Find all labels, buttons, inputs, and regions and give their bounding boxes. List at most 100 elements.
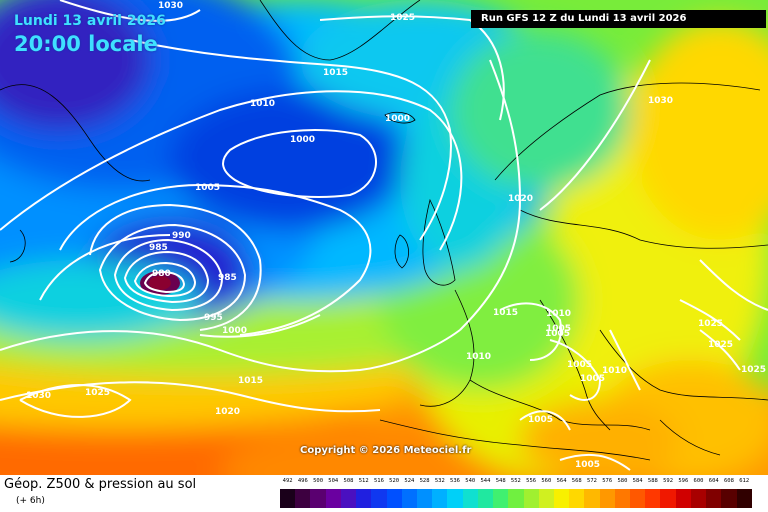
legend-value: 588	[647, 478, 658, 484]
legend-swatch	[630, 489, 646, 508]
legend-swatch	[462, 489, 478, 508]
isobar-label: 1005	[545, 329, 570, 339]
legend-value: 496	[297, 478, 308, 484]
legend-labels: 492 496 500 504 508 512 516 520 524 528 532 536 540 5…	[280, 478, 752, 484]
weather-map: 1030 1025 1015 1010 1000 1000 1005 990 9…	[0, 0, 768, 475]
isobar-labels: 1030 1025 1015 1010 1000 1000 1005 990 9…	[26, 1, 766, 470]
legend-value: 492	[282, 478, 293, 484]
forecast-time: 20:00 locale	[14, 32, 158, 56]
legend-swatch	[584, 489, 600, 508]
isobar-label: 1030	[158, 1, 183, 11]
legend-value: 520	[389, 478, 400, 484]
legend-value: 536	[450, 478, 460, 484]
isobar-label: 1015	[493, 308, 518, 318]
legend-swatch	[553, 489, 570, 508]
legend-swatch	[675, 489, 691, 508]
legend-value: 568	[571, 478, 582, 484]
isobar-label: 1000	[385, 114, 410, 124]
legend-swatch	[690, 489, 707, 508]
legend-swatch	[538, 489, 554, 508]
legend-swatch	[310, 489, 326, 508]
legend-swatch	[416, 489, 433, 508]
legend-value: 508	[343, 478, 354, 484]
isobar-label: 1000	[222, 326, 247, 336]
copyright: Copyright © 2026 Meteociel.fr	[300, 445, 472, 456]
run-info: Run GFS 12 Z du Lundi 13 avril 2026	[471, 10, 766, 28]
legend-value: 576	[602, 478, 613, 484]
low-core	[149, 276, 171, 290]
legend-value: 504	[328, 478, 339, 484]
legend-value: 564	[556, 478, 567, 484]
isobar-label: 1030	[648, 96, 673, 106]
footer: Géop. Z500 & pression au sol (+ 6h) 492 4…	[0, 475, 768, 512]
isobar-label: 1005	[195, 183, 220, 193]
isobar-label: 1025	[698, 319, 723, 329]
legend-swatch	[660, 489, 676, 508]
legend-swatch	[340, 489, 357, 508]
isobar-label: 1020	[508, 194, 533, 204]
color-legend	[280, 489, 752, 508]
legend-value: 604	[708, 478, 719, 484]
legend-value: 600	[693, 478, 704, 484]
legend-swatch	[706, 489, 722, 508]
legend-value: 612	[739, 478, 750, 484]
legend-value: 596	[678, 478, 689, 484]
legend-value: 516	[373, 478, 384, 484]
legend-swatch	[295, 489, 311, 508]
legend-swatch	[508, 489, 524, 508]
isobar-label: 980	[152, 269, 171, 279]
legend-value: 524	[404, 478, 415, 484]
z500-field	[0, 0, 768, 475]
legend-swatch	[386, 489, 402, 508]
legend-value: 584	[632, 478, 643, 484]
isobar-label: 1000	[290, 135, 315, 145]
forecast-step: (+ 6h)	[16, 496, 45, 506]
legend-value: 608	[723, 478, 734, 484]
isobar-label: 1010	[546, 309, 571, 319]
legend-swatch	[280, 489, 296, 508]
isobar-label: 990	[172, 231, 191, 241]
legend-swatch	[432, 489, 448, 508]
isobars	[0, 0, 768, 471]
legend-value: 572	[587, 478, 597, 484]
isobar-label: 1005	[580, 374, 605, 384]
legend-swatch	[401, 489, 417, 508]
legend-value: 500	[313, 478, 324, 484]
legend-value: 556	[526, 478, 537, 484]
legend-swatch	[371, 489, 387, 508]
isobar-label: 1010	[466, 352, 491, 362]
legend-swatch	[447, 489, 463, 508]
legend-swatch	[356, 489, 372, 508]
isobar-label: 1020	[215, 407, 240, 417]
legend-swatch	[569, 489, 585, 508]
isobar-label: 1005	[528, 415, 553, 425]
legend-value: 528	[419, 478, 430, 484]
isobar-label: 995	[204, 313, 223, 323]
forecast-date: Lundi 13 avril 2026	[14, 13, 166, 29]
isobar-label: 1025	[741, 365, 766, 375]
isobar-label: 1015	[238, 376, 263, 386]
legend-value: 560	[541, 478, 552, 484]
isobar-label: 1025	[708, 340, 733, 350]
legend-swatch	[599, 489, 615, 508]
isobar-label: 1015	[323, 68, 348, 78]
map-title: Géop. Z500 & pression au sol	[4, 477, 197, 492]
isobar-label: 1005	[546, 324, 571, 334]
legend-swatch	[325, 489, 341, 508]
legend-value: 580	[617, 478, 628, 484]
legend-swatch	[477, 489, 494, 508]
legend-swatch	[614, 489, 631, 508]
map-canvas: 1030 1025 1015 1010 1000 1000 1005 990 9…	[0, 0, 768, 475]
isobar-label: 1025	[85, 388, 110, 398]
isobar-label: 1030	[26, 391, 51, 401]
legend-swatch	[721, 489, 737, 508]
isobar-label: 1025	[390, 13, 415, 23]
isobar-label: 1005	[567, 360, 592, 370]
legend-value: 540	[465, 478, 476, 484]
legend-value: 532	[434, 478, 445, 484]
legend-swatch	[736, 489, 752, 508]
legend-swatch	[645, 489, 661, 508]
legend-value: 544	[480, 478, 491, 484]
isobar-label: 985	[149, 243, 168, 253]
legend-value: 592	[663, 478, 674, 484]
